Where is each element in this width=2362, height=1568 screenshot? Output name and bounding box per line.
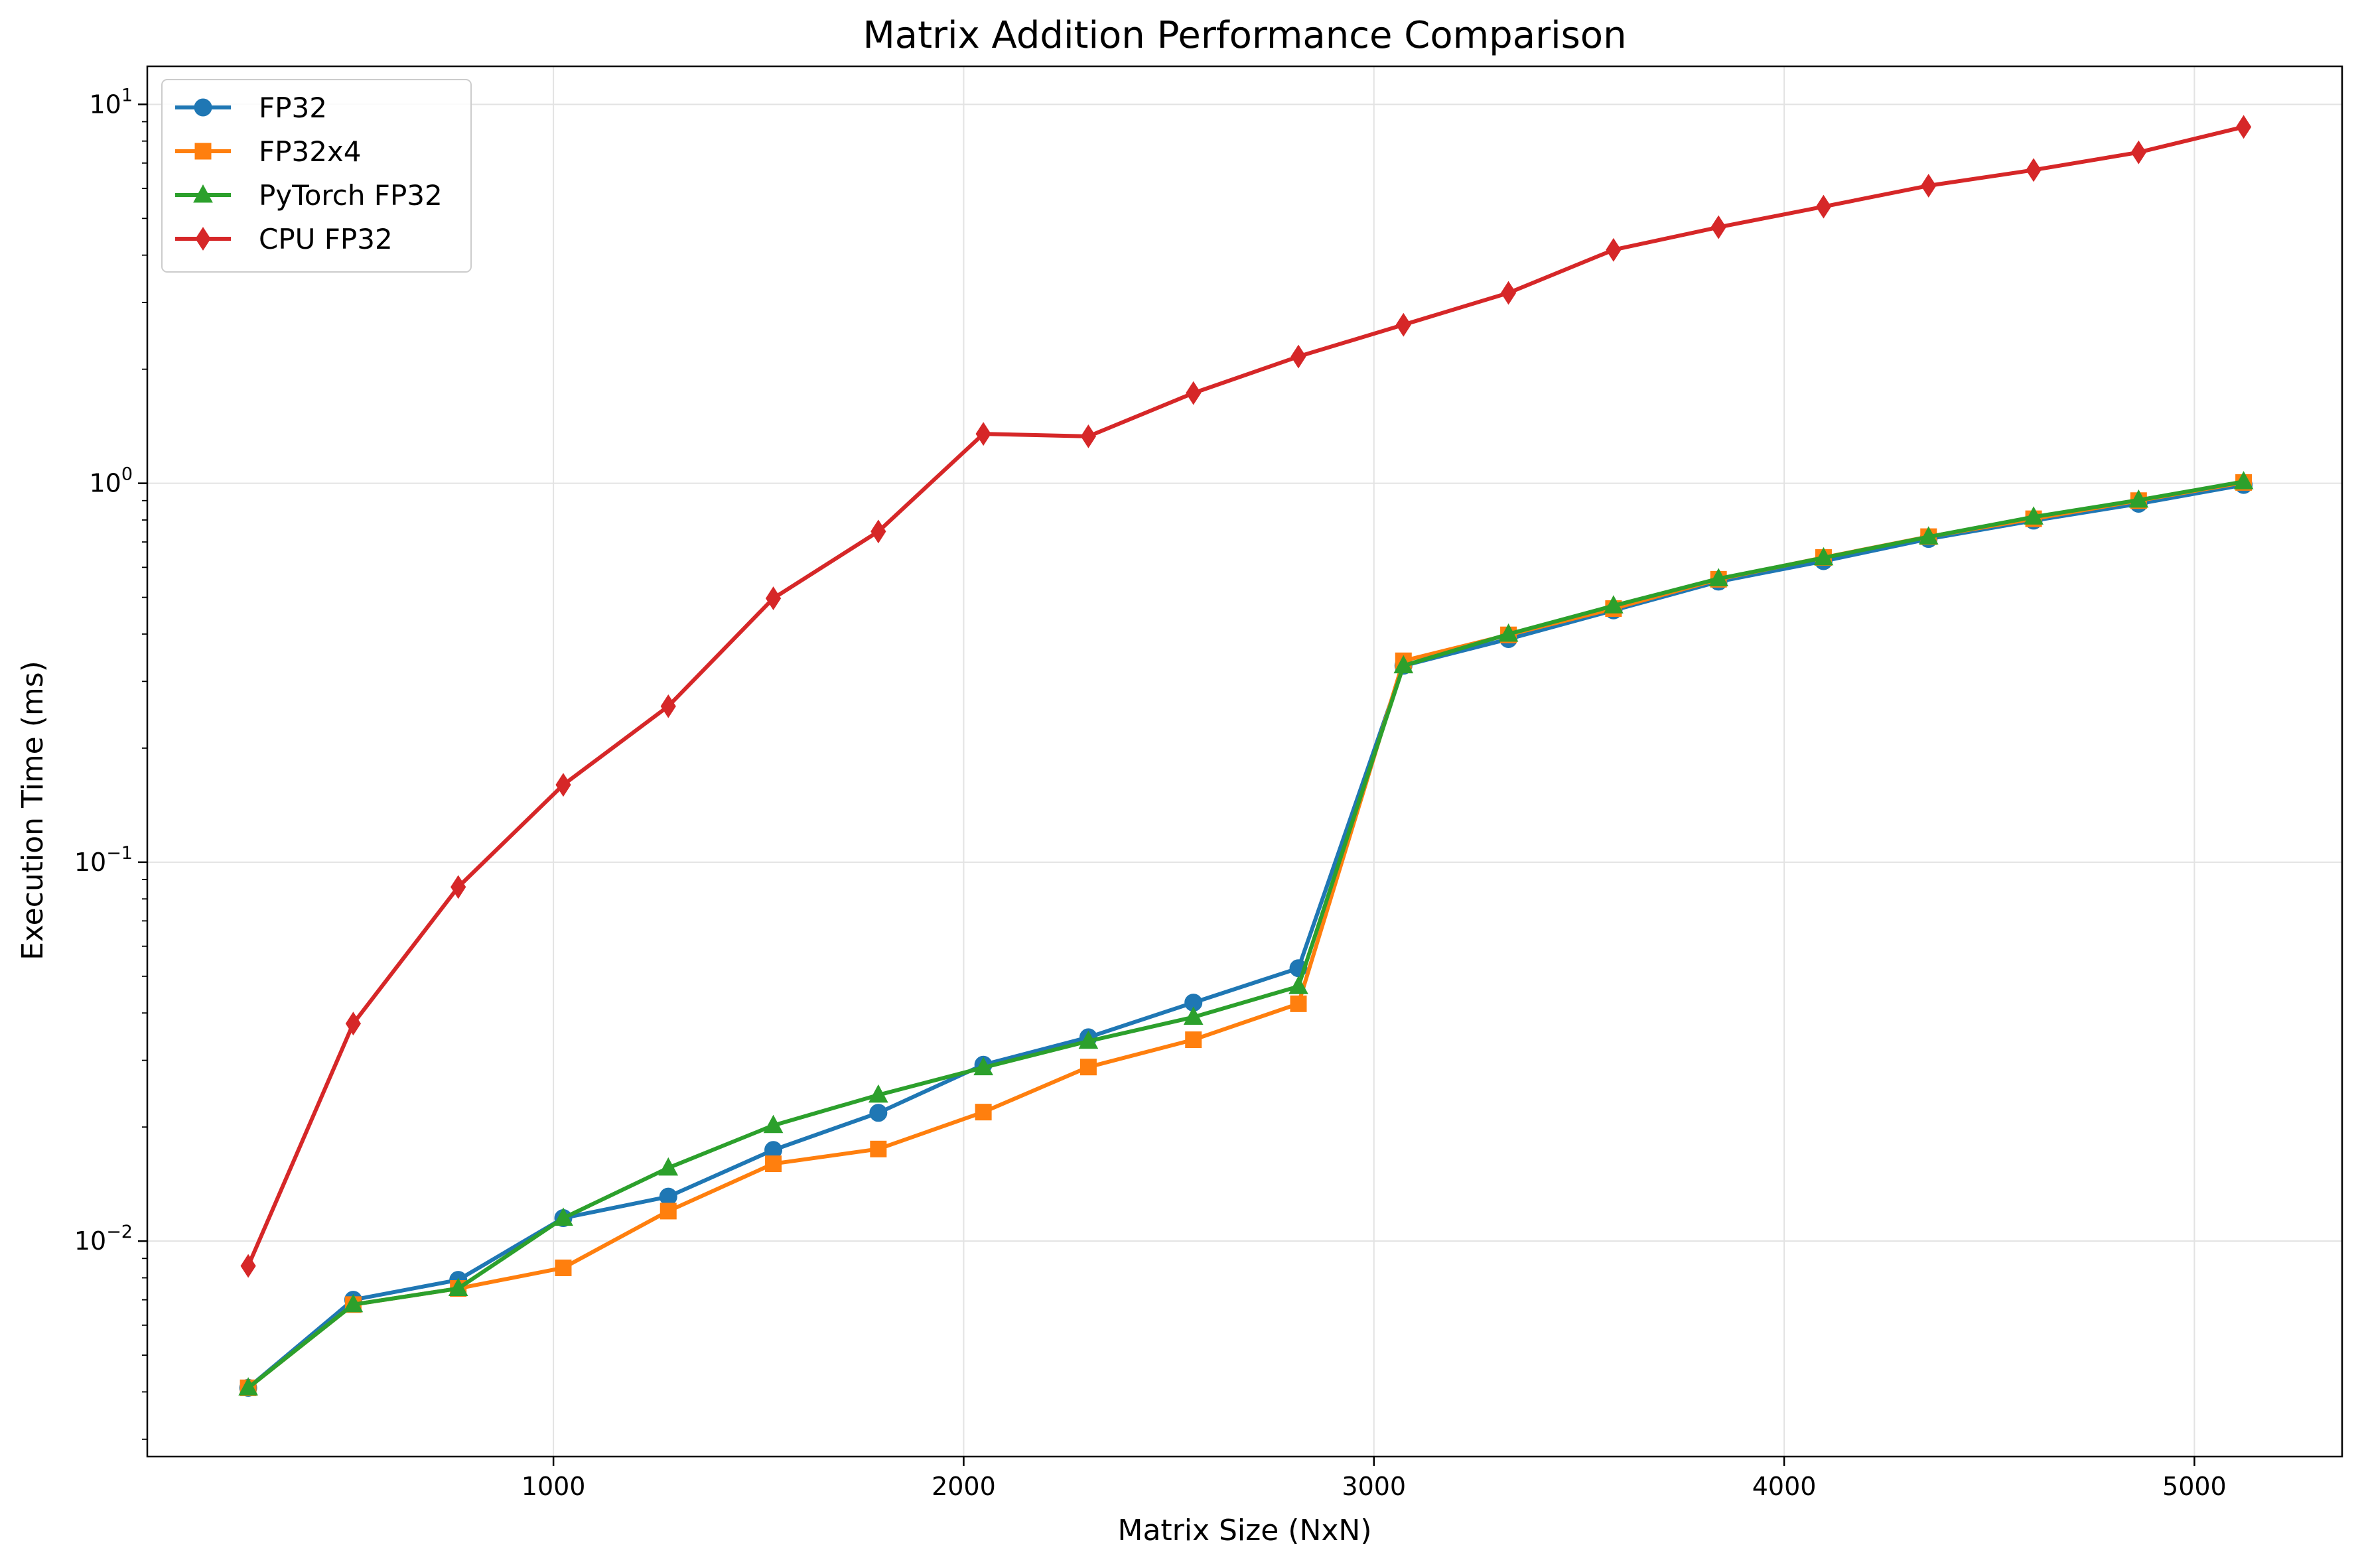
data-point-pytorch-fp32	[553, 1207, 573, 1226]
data-point-cpu-fp32	[240, 1254, 256, 1278]
legend-item: FP32	[175, 92, 327, 124]
series-group	[238, 115, 2254, 1397]
series-cpu-fp32	[240, 115, 2252, 1278]
x-tick-label: 5000	[2162, 1472, 2227, 1501]
data-point-pytorch-fp32	[1813, 547, 1834, 566]
data-point-pytorch-fp32	[343, 1293, 364, 1313]
series-line-pytorch-fp32	[246, 480, 2246, 1390]
series-line-fp32	[246, 483, 2246, 1390]
data-point-pytorch-fp32	[2128, 489, 2149, 508]
legend-item: CPU FP32	[175, 223, 393, 255]
data-point-cpu-fp32	[1500, 281, 1517, 305]
y-tick-label: 10−2	[74, 1222, 133, 1256]
x-tick-label: 1000	[521, 1472, 586, 1501]
chart-title: Matrix Addition Performance Comparison	[863, 14, 1626, 57]
y-tick-label: 101	[89, 85, 133, 119]
legend: FP32 FP32x4 PyTorch FP32 CPU FP32	[161, 79, 472, 273]
legend-label: FP32x4	[259, 135, 362, 168]
data-point-cpu-fp32	[660, 694, 676, 718]
data-point-pytorch-fp32	[1393, 655, 1414, 674]
data-point-cpu-fp32	[1290, 344, 1306, 369]
data-point-pytorch-fp32	[868, 1084, 888, 1103]
x-tick-label: 2000	[932, 1472, 996, 1501]
ticks: 1000 2000 3000 4000 5000 10−2 10−1 100 101	[74, 85, 2227, 1501]
data-point-cpu-fp32	[451, 875, 466, 899]
data-point-pytorch-fp32	[448, 1277, 468, 1297]
x-tick-label: 3000	[1342, 1472, 1406, 1501]
y-axis-label: Execution Time (ms)	[16, 661, 50, 960]
x-tick-label: 4000	[1752, 1472, 1817, 1501]
y-tick-label: 10−1	[74, 843, 133, 877]
data-point-fp32	[659, 1187, 677, 1206]
legend-label: PyTorch FP32	[259, 179, 443, 212]
data-point-cpu-fp32	[1395, 312, 1411, 337]
legend-marker	[195, 227, 211, 251]
data-point-pytorch-fp32	[1604, 595, 1624, 614]
data-point-cpu-fp32	[975, 422, 991, 446]
data-point-cpu-fp32	[765, 586, 782, 610]
legend-marker	[193, 184, 213, 203]
plot-area	[147, 66, 2342, 1457]
data-point-fp32x4	[1079, 1059, 1097, 1076]
data-point-pytorch-fp32	[1078, 1030, 1099, 1049]
data-point-pytorch-fp32	[1708, 568, 1728, 586]
data-point-cpu-fp32	[1186, 381, 1202, 405]
data-point-cpu-fp32	[555, 773, 571, 797]
data-point-pytorch-fp32	[1288, 976, 1308, 994]
data-point-fp32x4	[1185, 1031, 1202, 1049]
data-point-fp32x4	[870, 1140, 887, 1157]
data-point-pytorch-fp32	[238, 1377, 258, 1396]
legend-box	[161, 79, 472, 273]
legend-label: CPU FP32	[259, 223, 393, 255]
series-line-cpu-fp32	[246, 125, 2246, 1268]
data-point-cpu-fp32	[345, 1012, 361, 1036]
x-axis-label: Matrix Size (NxN)	[1117, 1514, 1371, 1547]
data-point-pytorch-fp32	[1918, 526, 1939, 545]
legend-label: FP32	[259, 92, 327, 124]
data-point-cpu-fp32	[2236, 115, 2252, 139]
data-point-cpu-fp32	[1710, 215, 1726, 239]
data-point-pytorch-fp32	[973, 1057, 993, 1076]
data-point-pytorch-fp32	[1183, 1006, 1204, 1025]
data-point-cpu-fp32	[870, 519, 886, 544]
data-point-pytorch-fp32	[658, 1157, 679, 1176]
series-pytorch-fp32	[238, 471, 2254, 1396]
legend-marker	[194, 98, 212, 117]
data-point-cpu-fp32	[1606, 237, 1622, 262]
data-point-pytorch-fp32	[2233, 471, 2254, 490]
data-point-fp32x4	[1290, 995, 1307, 1012]
legend-item: FP32x4	[175, 135, 362, 168]
y-tick-label: 100	[89, 464, 133, 498]
data-point-fp32x4	[975, 1104, 992, 1121]
data-point-pytorch-fp32	[1498, 623, 1519, 642]
legend-item: PyTorch FP32	[175, 179, 443, 212]
data-point-cpu-fp32	[2026, 158, 2042, 182]
data-point-cpu-fp32	[2130, 140, 2146, 164]
data-point-fp32x4	[765, 1155, 782, 1173]
data-point-pytorch-fp32	[763, 1114, 784, 1134]
data-point-fp32x4	[660, 1203, 677, 1220]
data-point-fp32x4	[555, 1259, 572, 1276]
plot-frame	[146, 65, 2343, 1458]
legend-marker	[194, 143, 212, 160]
data-point-pytorch-fp32	[2024, 506, 2044, 525]
data-point-cpu-fp32	[1080, 424, 1097, 448]
data-point-cpu-fp32	[1921, 174, 1937, 198]
data-point-fp32	[869, 1104, 888, 1122]
data-point-cpu-fp32	[1815, 194, 1832, 219]
